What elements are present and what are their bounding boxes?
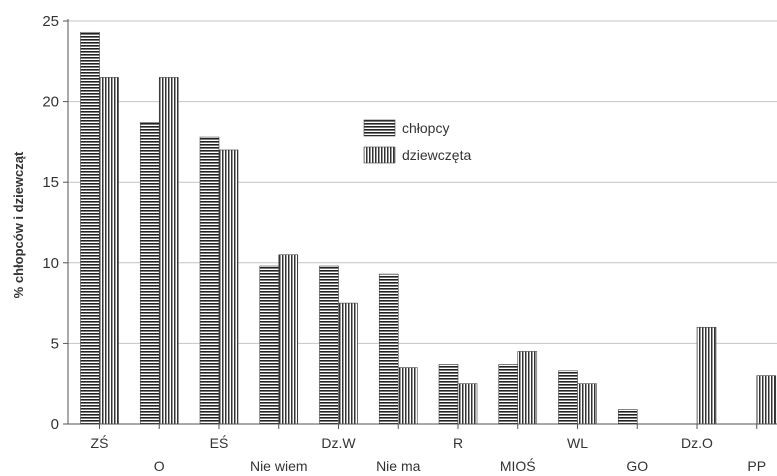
bar-dziewczeta-11 [756, 375, 777, 425]
x-category-label: Nie wiem [250, 458, 308, 474]
x-category-label: GO [626, 458, 648, 474]
gridlines [68, 20, 777, 344]
bar-chlopcy-5 [378, 273, 399, 425]
legend-swatch-dziewczeta [363, 146, 396, 164]
bar-chlopcy-8 [558, 370, 578, 425]
y-tick-label: 25 [42, 13, 59, 30]
bar-dziewczeta-5 [397, 367, 418, 425]
bar-dziewczeta-7 [517, 351, 538, 425]
legend-label-dziewczeta: dziewczęta [402, 147, 471, 163]
labels: 0 5 10 15 20 25 ZŚ O EŚ Nie wiem Dz.W Nie ma R MIOŚ WL… [42, 13, 766, 474]
bar-chlopcy-1 [139, 122, 160, 425]
x-category-label: PP [747, 458, 766, 474]
bar-dziewczeta-10 [696, 326, 717, 425]
legend: chłopcy dziewczęta [363, 119, 471, 164]
bar-chlopcy-4 [319, 265, 339, 425]
bar-chlopcy-3 [259, 265, 280, 425]
legend-label-chlopcy: chłopcy [402, 120, 449, 136]
x-category-label: R [453, 435, 463, 451]
bar-dziewczeta-1 [158, 77, 179, 425]
y-tick-label: 15 [42, 174, 59, 191]
x-category-label: MIOŚ [500, 457, 536, 474]
y-tick-label: 0 [51, 416, 59, 433]
bar-dziewczeta-6 [457, 383, 478, 425]
x-category-label: EŚ [210, 434, 229, 451]
bars-group [80, 31, 777, 425]
y-axis-label: % chłopców i dziewcząt [11, 151, 26, 298]
y-tick-label: 5 [51, 335, 59, 352]
bar-chlopcy-6 [438, 364, 459, 425]
y-tick-label: 20 [42, 94, 59, 111]
bar-dziewczeta-2 [218, 149, 239, 425]
x-category-label: Dz.W [321, 435, 356, 451]
axes [63, 19, 777, 429]
x-category-label: Nie ma [376, 458, 421, 474]
y-tick-label: 10 [42, 255, 59, 272]
bar-dziewczeta-8 [577, 383, 597, 425]
bar-chlopcy-9 [617, 409, 638, 425]
x-category-label: WL [567, 435, 588, 451]
bar-chlopcy-2 [199, 136, 220, 425]
x-category-label: Dz.O [681, 435, 713, 451]
bar-dziewczeta-0 [99, 77, 119, 425]
x-category-label: ZŚ [91, 434, 109, 451]
bar-chlopcy-0 [80, 31, 100, 425]
bar-dziewczeta-4 [338, 302, 358, 425]
bar-chlopcy-7 [498, 364, 519, 425]
legend-swatch-chlopcy [363, 119, 396, 137]
bar-dziewczeta-3 [278, 254, 299, 425]
x-category-label: O [154, 458, 165, 474]
